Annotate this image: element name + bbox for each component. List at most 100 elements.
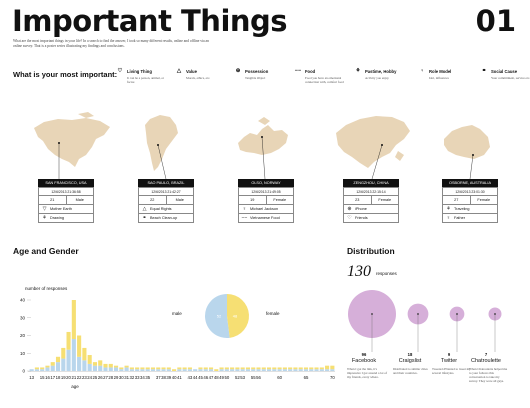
- bar-female: [92, 362, 98, 366]
- bar-female: [319, 367, 324, 370]
- bar-male: [108, 367, 113, 371]
- category-head: ⚘ Pastime, Hobby: [354, 68, 408, 75]
- x-tick-label: 31: [124, 375, 129, 380]
- channel-count: 96: [361, 352, 367, 357]
- x-tick-label: 65: [304, 375, 309, 380]
- bar-female: [55, 356, 61, 363]
- category-head: −− Food: [294, 68, 348, 75]
- x-tick-label: 33: [135, 375, 140, 380]
- category-label: Role Model: [429, 69, 452, 74]
- bar-female: [177, 367, 182, 370]
- respondent-card: OLSO, NORWAY 12/6/2013 21:49:05 19 Female ♀ M…: [238, 179, 294, 223]
- card-date: 12/6/2013 23:01:30: [442, 187, 498, 196]
- bar-male: [124, 367, 129, 371]
- bar-female: [124, 365, 129, 368]
- category-label: Possession: [245, 69, 269, 74]
- category-label: Value: [186, 69, 197, 74]
- bar-male: [161, 369, 166, 371]
- card-date: 12/6/2013 22:15:14: [343, 187, 399, 196]
- bar-female: [198, 367, 203, 370]
- x-tick-label: 48: [214, 375, 219, 380]
- x-tick-label: 50: [224, 375, 229, 380]
- card-gender: Female: [265, 196, 294, 204]
- card-gender: Female: [370, 196, 399, 204]
- food-icon: −−: [294, 68, 302, 74]
- gender-pie-chart: 52 48: [205, 294, 250, 338]
- bubble-center: [417, 313, 419, 315]
- bar-male: [98, 365, 103, 371]
- pin-line-saopaulo: [157, 144, 167, 180]
- card-answer-label: Mother Earth: [50, 207, 72, 211]
- leaf-icon: ♡: [347, 215, 352, 221]
- category-description: Your commitment, service etc.: [491, 76, 530, 80]
- x-tick-label: 32: [129, 375, 134, 380]
- card-location: ZENGZHOU, CHINA: [343, 179, 399, 187]
- card-answer: ▽ Mother Earth: [38, 205, 94, 214]
- bar-male: [282, 369, 287, 371]
- social-cause-icon: ⚭: [481, 68, 487, 74]
- x-tick-label: 47: [209, 375, 214, 380]
- bar-female: [145, 367, 150, 370]
- bar-female: [256, 367, 261, 370]
- triangle-icon: △: [142, 206, 147, 212]
- x-tick-label: 18: [56, 375, 61, 380]
- bar-female: [314, 367, 319, 370]
- x-axis-label: age: [71, 384, 79, 389]
- category-description: It can be a person, animal, or factor.: [127, 76, 164, 84]
- bar-female: [251, 367, 256, 370]
- pin-dot-saopaulo: [157, 144, 159, 146]
- card-demographics: 27 Female: [442, 196, 498, 205]
- hobby-icon: ⚘: [446, 206, 451, 212]
- bar-male: [224, 369, 229, 371]
- food-icon: −−: [241, 215, 248, 221]
- y-tick-label: 30: [20, 315, 26, 320]
- channel-description: Distributed to similar cities and their …: [393, 367, 428, 375]
- bar-female: [140, 367, 145, 370]
- card-answer-label: Traveling: [454, 207, 470, 211]
- bar-female: [98, 360, 103, 366]
- world-maps: [34, 112, 490, 180]
- x-tick-label: 35: [145, 375, 150, 380]
- bar-male: [135, 369, 140, 371]
- bubble-center: [494, 313, 496, 315]
- category-label: Social Cause: [491, 69, 518, 74]
- bar-male: [198, 369, 203, 371]
- bar-female: [245, 367, 251, 370]
- bar-female: [129, 367, 134, 370]
- card-answer-label: Beach Clean-up: [150, 216, 178, 220]
- x-tick-label: 40: [172, 375, 177, 380]
- bar-male: [256, 369, 261, 371]
- channel-count: 7: [484, 352, 488, 357]
- card-gender: Male: [165, 196, 194, 204]
- card-answer: ⚘ Drawing: [38, 214, 94, 223]
- bar-female: [208, 367, 214, 370]
- bar-female: [61, 347, 66, 359]
- issue-number: 01: [475, 4, 516, 38]
- bar-male: [34, 369, 39, 371]
- category-head: ⚭ Social Cause: [480, 68, 530, 75]
- bar-female: [330, 365, 335, 370]
- bar-female: [40, 367, 45, 370]
- bar-female: [266, 367, 272, 370]
- bar-male: [240, 369, 245, 371]
- bar-female: [203, 367, 208, 370]
- card-answer: ♀ Michael Jackson: [238, 205, 294, 214]
- bar-male: [288, 369, 293, 371]
- bar-female: [166, 367, 171, 370]
- bar-male: [314, 369, 319, 371]
- bar-female: [113, 365, 119, 368]
- category-head: △ Value: [175, 68, 229, 75]
- category-head: ⊕ Possession: [234, 68, 288, 75]
- bar-male: [40, 369, 45, 371]
- bar-female: [103, 363, 108, 368]
- pin-dot-osborne: [472, 154, 474, 156]
- pin-dot-zengzhou: [381, 144, 383, 146]
- category-label: Pastime, Hobby: [365, 69, 397, 74]
- card-answer-label: Father: [454, 216, 465, 220]
- pie-male-label: male: [172, 311, 182, 316]
- bar-male: [251, 369, 256, 371]
- bar-female: [77, 335, 82, 357]
- x-tick-label: 20: [66, 375, 71, 380]
- category-description: Morals, ethics, etc.: [186, 76, 211, 80]
- category-description: Tangible Object: [245, 76, 266, 80]
